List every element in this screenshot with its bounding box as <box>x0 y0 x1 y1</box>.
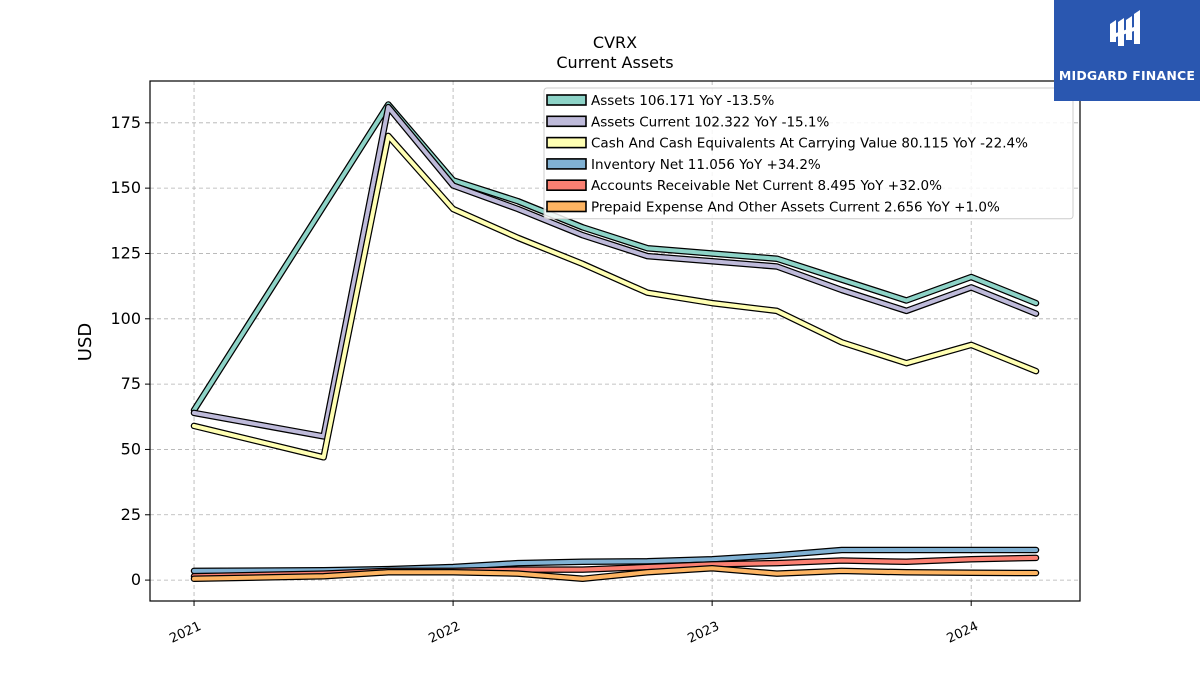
series-line-6 <box>192 566 1038 581</box>
series-layer <box>190 101 1040 583</box>
y-tick-label: 175 <box>110 113 141 132</box>
legend-entry: Prepaid Expense And Other Assets Current… <box>591 200 1000 216</box>
legend-swatch <box>546 200 587 213</box>
legend-swatch <box>546 94 587 106</box>
y-axis-label: USD <box>75 323 96 361</box>
y-tick-label: 75 <box>121 374 141 393</box>
x-tick-label: 2021 <box>167 619 203 647</box>
legend-swatch <box>546 115 587 128</box>
x-tick-label: 2024 <box>945 619 981 647</box>
chart-subtitle: Current Assets <box>556 53 673 72</box>
series-line-2 <box>192 105 1038 439</box>
legend-entry: Cash And Cash Equivalents At Carrying Va… <box>591 136 1028 152</box>
legend: Assets 106.171 YoY -13.5% Assets Current … <box>543 87 1074 220</box>
logo-mark-icon <box>1110 10 1140 46</box>
legend-entry: Assets 106.171 YoY -13.5% <box>591 93 775 109</box>
legend-swatch <box>546 158 587 170</box>
chart-title: CVRX <box>593 33 637 52</box>
midgard-finance-logo: MIDGARD FINANCE <box>1054 0 1200 101</box>
legend-entry: Inventory Net 11.056 YoY +34.2% <box>591 157 821 173</box>
legend-swatch <box>546 179 587 191</box>
x-tick-label: 2022 <box>426 619 462 647</box>
y-tick-label: 50 <box>121 439 141 458</box>
y-tick-label: 25 <box>121 505 141 524</box>
y-tick-label: 0 <box>131 570 141 589</box>
logo-text: MIDGARD FINANCE <box>1058 68 1196 83</box>
y-tick-label: 100 <box>110 309 141 328</box>
x-tick-label: 2023 <box>686 619 722 647</box>
legend-swatch <box>546 136 587 149</box>
series-line-3 <box>192 133 1038 460</box>
y-tick-label: 150 <box>110 178 141 197</box>
legend-entry: Assets Current 102.322 YoY -15.1% <box>591 114 830 130</box>
legend-box <box>543 87 1074 220</box>
plot-frame <box>149 80 1081 602</box>
legend-entry: Accounts Receivable Net Current 8.495 Yo… <box>591 178 942 194</box>
y-tick-label: 125 <box>110 243 141 262</box>
